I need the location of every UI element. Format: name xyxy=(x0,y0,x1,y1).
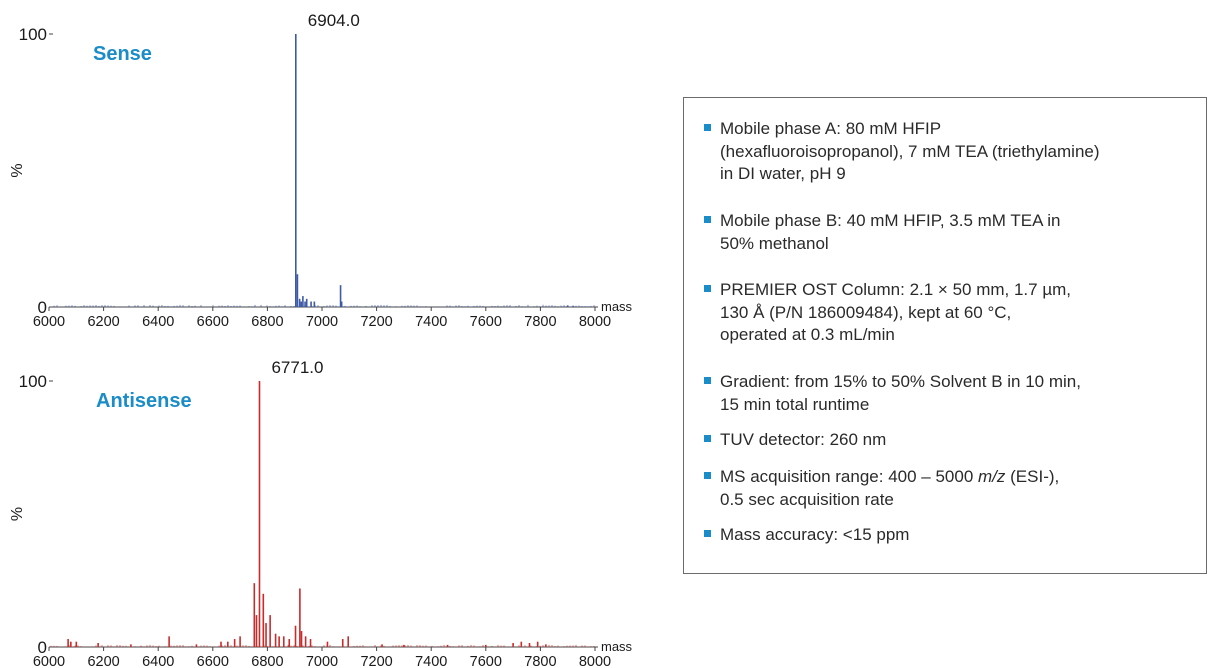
bullet-icon xyxy=(704,472,711,479)
x-tick-label: 7400 xyxy=(415,654,447,668)
x-tick-label: 7200 xyxy=(360,654,392,668)
parameter-text: Mobile phase A: 80 mM HFIP (hexafluorois… xyxy=(720,119,1100,183)
peak-mass-label: 6771.0 xyxy=(271,358,323,377)
x-tick-label: 6600 xyxy=(197,654,229,668)
x-tick-label: 6200 xyxy=(87,314,119,330)
method-parameters-box: Mobile phase A: 80 mM HFIP (hexafluorois… xyxy=(683,97,1207,574)
x-tick-label: 7600 xyxy=(470,654,502,668)
spectrum-title: Sense xyxy=(93,43,152,65)
parameter-text: Mobile phase B: 40 mM HFIP, 3.5 mM TEA i… xyxy=(720,211,1061,253)
y-tick-label: 0 xyxy=(38,298,47,317)
x-tick-label: 6800 xyxy=(251,314,283,330)
bullet-icon xyxy=(704,285,711,292)
bullet-icon xyxy=(704,124,711,131)
x-tick-label: 6400 xyxy=(142,654,174,668)
x-tick-label: 6400 xyxy=(142,314,174,330)
parameter-text: TUV detector: 260 nm xyxy=(720,430,887,449)
x-tick-label: 8000 xyxy=(579,654,611,668)
x-tick-label: 7200 xyxy=(360,314,392,330)
ms-range-text: MS acquisition range: 400 – 5000 xyxy=(720,467,979,486)
x-tick-label: 8000 xyxy=(579,314,611,330)
x-axis-label: mass xyxy=(601,639,633,654)
x-tick-label: 7800 xyxy=(524,314,556,330)
x-axis-label: mass xyxy=(601,299,633,314)
x-tick-label: 6000 xyxy=(33,654,65,668)
parameter-text: PREMIER OST Column: 2.1 × 50 mm, 1.7 µm,… xyxy=(720,280,1072,344)
peak-mass-label: 6904.0 xyxy=(308,11,360,30)
parameter-text: Mass accuracy: <15 ppm xyxy=(720,525,910,544)
bullet-icon xyxy=(704,530,711,537)
y-tick-label: 100 xyxy=(19,372,47,391)
baseline-noise xyxy=(50,644,595,647)
y-tick-label: 0 xyxy=(38,638,47,657)
y-axis-label: % xyxy=(9,507,26,521)
bullet-icon xyxy=(704,435,711,442)
antisense-spectrum: 6000 6200 6400 6600 6800 7000 7200 7400 7600 7800… xyxy=(9,358,633,668)
baseline-noise xyxy=(50,304,595,307)
bullet-icon xyxy=(704,377,711,384)
y-tick-label: 100 xyxy=(19,25,47,44)
x-tick-label: 7000 xyxy=(306,314,338,330)
sense-spectrum: 6000 6200 6400 6600 6800 7000 7200 7400 7600 7800… xyxy=(9,11,633,330)
ms-rate-text: (ESI-), 0.5 sec acquisition rate xyxy=(720,467,1060,509)
mz-unit: m/z xyxy=(978,467,1006,486)
x-tick-label: 7800 xyxy=(524,654,556,668)
x-tick-label: 6200 xyxy=(87,654,119,668)
parameter-text: MS acquisition range: 400 – 5000 m/z (ES… xyxy=(720,466,1200,511)
x-tick-label: 7400 xyxy=(415,314,447,330)
x-tick-label: 6000 xyxy=(33,314,65,330)
y-axis-label: % xyxy=(9,163,26,177)
bullet-icon xyxy=(704,216,711,223)
x-tick-label: 7000 xyxy=(306,654,338,668)
spectrum-title: Antisense xyxy=(96,390,192,412)
x-tick-label: 6800 xyxy=(251,654,283,668)
x-tick-label: 7600 xyxy=(470,314,502,330)
x-tick-label: 6600 xyxy=(197,314,229,330)
parameter-text: Gradient: from 15% to 50% Solvent B in 1… xyxy=(720,372,1081,414)
